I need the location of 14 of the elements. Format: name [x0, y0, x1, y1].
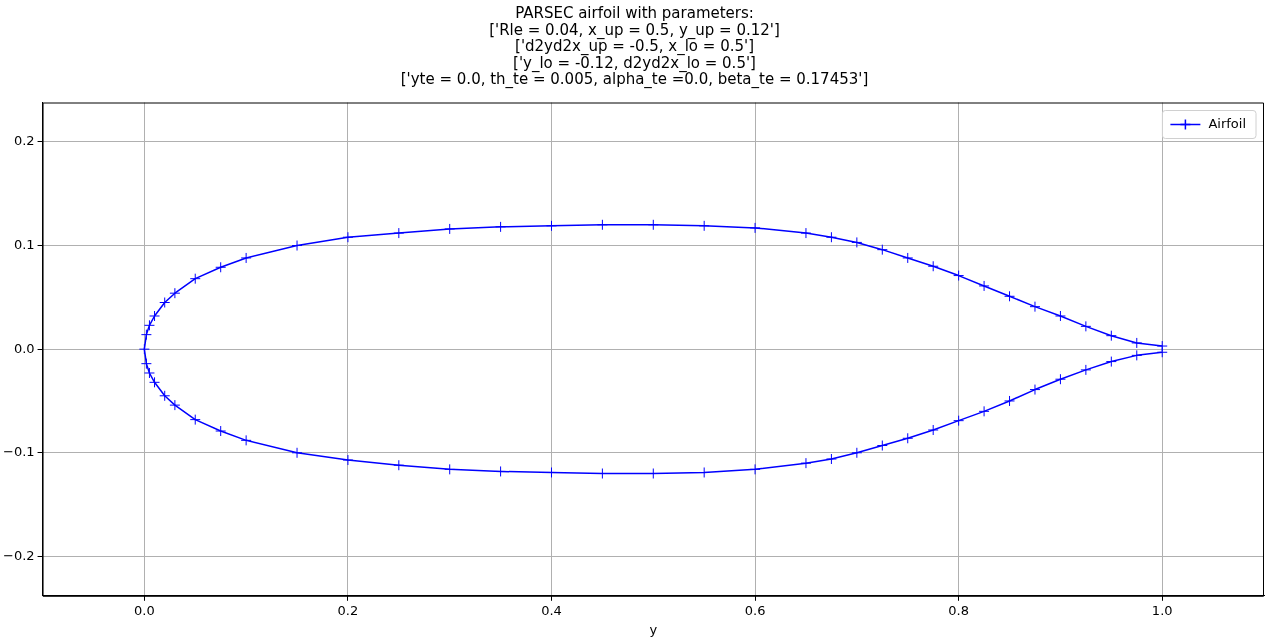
y-tick-label: 0.1 [13, 236, 35, 252]
legend-label: Airfoil [1208, 115, 1247, 131]
y-tick-label: −0.2 [2, 547, 35, 563]
x-tick-label: 0.0 [134, 602, 155, 618]
chart-title: PARSEC airfoil with parameters: ['Rle = 0.04, x_up = 0.5, y_up = 0.12'] ['d2yd2x_up = -0.5, x_lo = 0.5'] ['y_lo = -0.12, d2yd2x_lo = 0.5'] ['yte = 0.0, th_te = 0.005, alpha_te =0.0, beta_te = 0.17453'] [400, 4, 869, 90]
x-tick-label: 0.8 [948, 602, 969, 618]
x-axis-title: y [649, 621, 658, 637]
x-tick-label: 0.6 [744, 602, 766, 618]
x-tick-label: 1.0 [1151, 602, 1173, 618]
x-tick-label: 0.2 [337, 602, 359, 618]
y-tick-label: −0.1 [2, 444, 35, 460]
x-tick-label: 0.4 [541, 602, 562, 618]
y-tick-label: 0.0 [13, 340, 35, 356]
y-tick-label: 0.2 [13, 133, 35, 149]
